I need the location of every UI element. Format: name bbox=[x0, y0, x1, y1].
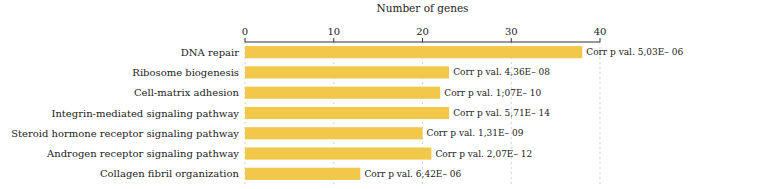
bar bbox=[245, 147, 431, 159]
y-labels: Collagen fibril organization Androgen rec… bbox=[11, 47, 239, 180]
bar bbox=[245, 87, 440, 99]
y-tick-label: Steroid hormone receptor signaling pathw… bbox=[11, 128, 239, 139]
annotation: Corr p val. 5,71E– 14 bbox=[453, 108, 550, 118]
x-tick bbox=[245, 38, 246, 42]
x-tick bbox=[511, 38, 512, 42]
y-tick-label: Cell-matrix adhesion bbox=[134, 87, 240, 98]
grid-line bbox=[600, 42, 601, 184]
x-tick-label: 40 bbox=[594, 26, 607, 37]
y-tick-label: Ribosome biogenesis bbox=[132, 67, 239, 78]
x-tick-label: 20 bbox=[416, 26, 429, 37]
bar bbox=[245, 46, 582, 58]
annotation: Corr p val. 4,36E– 08 bbox=[453, 67, 550, 77]
annotation: Corr p val. 5,03E– 06 bbox=[586, 47, 683, 57]
x-axis: 0 10 20 30 40 Number of genes bbox=[242, 2, 607, 42]
bar bbox=[245, 168, 360, 180]
chart-svg: Collagen fibril organization Androgen rec… bbox=[0, 0, 777, 189]
y-tick-label: DNA repair bbox=[181, 47, 239, 58]
annotation: Corr p val. 1;07E– 10 bbox=[444, 88, 541, 98]
bar bbox=[245, 127, 423, 139]
annotations: Corr p val. 6,42E– 06 Corr p val. 2,07E– … bbox=[364, 47, 683, 179]
bars bbox=[245, 46, 582, 180]
x-tick bbox=[422, 38, 423, 42]
x-tick bbox=[333, 38, 334, 42]
y-tick-label: Integrin-mediated signaling pathway bbox=[51, 108, 239, 119]
annotation: Corr p val. 1,31E– 09 bbox=[427, 128, 524, 138]
annotation: Corr p val. 2,07E– 12 bbox=[435, 149, 532, 159]
y-tick-label: Collagen fibril organization bbox=[100, 168, 240, 179]
x-tick-label: 30 bbox=[505, 26, 518, 37]
chart-container: Collagen fibril organization Androgen rec… bbox=[0, 0, 777, 189]
y-tick-label: Androgen receptor signaling pathway bbox=[46, 148, 239, 159]
x-tick-label: 10 bbox=[327, 26, 340, 37]
x-tick-label: 0 bbox=[242, 26, 248, 37]
annotation: Corr p val. 6,42E– 06 bbox=[364, 169, 461, 179]
grid bbox=[245, 42, 600, 184]
bar bbox=[245, 107, 449, 119]
bar bbox=[245, 66, 449, 78]
x-tick bbox=[600, 38, 601, 42]
x-axis-label: Number of genes bbox=[376, 2, 468, 14]
